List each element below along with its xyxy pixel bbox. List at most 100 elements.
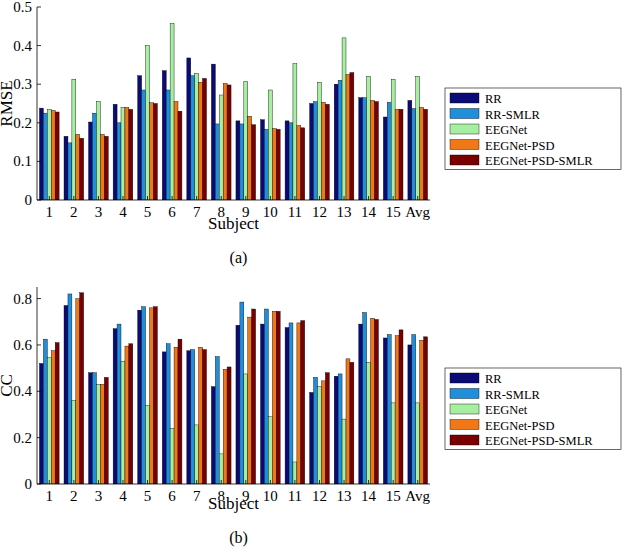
legend-label: EEGNet-PSD-SMLR bbox=[485, 434, 593, 448]
caption: (a) bbox=[230, 249, 248, 267]
y-axis bbox=[37, 287, 38, 484]
bar bbox=[93, 113, 97, 200]
bar bbox=[285, 328, 289, 484]
legend: RRRR-SMLREEGNetEEGNet-PSDEEGNet-PSD-SMLR bbox=[445, 88, 621, 170]
bar bbox=[195, 425, 199, 484]
bar bbox=[129, 344, 133, 484]
x-tick bbox=[270, 196, 271, 200]
bar bbox=[261, 324, 265, 484]
bars bbox=[39, 293, 427, 484]
bar bbox=[113, 329, 117, 484]
x-tick bbox=[122, 480, 123, 484]
x-tick-label: 2 bbox=[70, 204, 78, 220]
bar bbox=[367, 362, 371, 484]
bar bbox=[391, 79, 395, 200]
bar bbox=[199, 347, 203, 484]
legend-swatch bbox=[450, 373, 479, 383]
bar bbox=[178, 339, 182, 484]
bar bbox=[187, 351, 191, 484]
bar bbox=[174, 102, 178, 200]
bar bbox=[374, 102, 378, 200]
bar bbox=[387, 102, 391, 200]
bar bbox=[314, 377, 318, 484]
bar bbox=[416, 76, 420, 200]
y-axis bbox=[37, 7, 38, 200]
bar bbox=[129, 109, 133, 200]
x-tick-label: 4 bbox=[119, 204, 127, 220]
bar bbox=[408, 100, 412, 200]
x-tick bbox=[245, 480, 246, 484]
bar bbox=[43, 113, 47, 200]
x-tick bbox=[393, 196, 394, 200]
bar bbox=[138, 76, 142, 200]
bar bbox=[310, 104, 314, 201]
bar bbox=[68, 143, 72, 200]
y-tick bbox=[37, 391, 41, 392]
legend-swatch bbox=[450, 155, 479, 165]
bar bbox=[374, 319, 378, 484]
x-tick-label: 12 bbox=[312, 488, 327, 504]
y-tick bbox=[37, 437, 41, 438]
bar bbox=[350, 362, 354, 484]
bar bbox=[89, 122, 93, 200]
x-tick-label: 14 bbox=[361, 204, 377, 220]
bar bbox=[248, 317, 252, 484]
bar bbox=[162, 71, 166, 200]
x-tick-label: Avg bbox=[405, 204, 430, 220]
x-axis-label: Subject bbox=[208, 214, 259, 233]
bar bbox=[47, 358, 51, 484]
bar bbox=[104, 136, 108, 200]
y-tick-label: 0.5 bbox=[13, 0, 32, 15]
bar bbox=[219, 454, 223, 484]
x-tick-label: 1 bbox=[46, 204, 54, 220]
legend-label: RR bbox=[485, 92, 502, 106]
y-tick-label: 0.3 bbox=[13, 76, 32, 92]
x-tick-label: 7 bbox=[193, 488, 201, 504]
legend-swatch bbox=[450, 404, 479, 414]
bar bbox=[268, 90, 272, 200]
bar bbox=[203, 350, 207, 484]
x-tick-label: 7 bbox=[193, 204, 201, 220]
bar bbox=[314, 102, 318, 200]
bar bbox=[55, 112, 59, 200]
bar bbox=[342, 419, 346, 484]
x-tick-label: 14 bbox=[361, 488, 377, 504]
bar bbox=[80, 138, 84, 200]
x-tick bbox=[147, 480, 148, 484]
x-tick-label: 6 bbox=[168, 204, 176, 220]
bar bbox=[166, 90, 170, 200]
y-tick bbox=[37, 122, 41, 123]
legend-label: RR-SMLR bbox=[485, 388, 541, 402]
chart: 00.20.40.60.8123456789101112131415AvgSub… bbox=[0, 287, 621, 547]
bar bbox=[191, 350, 195, 484]
bar bbox=[325, 104, 329, 200]
bar bbox=[264, 129, 268, 200]
bar bbox=[138, 310, 142, 484]
y-axis-label: CC bbox=[0, 374, 16, 397]
legend-label: EEGNet-PSD bbox=[485, 419, 554, 433]
bar bbox=[142, 90, 146, 200]
bar bbox=[387, 335, 391, 484]
bar bbox=[395, 336, 399, 484]
bar bbox=[227, 367, 231, 484]
bar bbox=[310, 392, 314, 484]
x-tick-label: 11 bbox=[288, 488, 302, 504]
bar bbox=[359, 98, 363, 200]
bar bbox=[149, 103, 153, 200]
bar bbox=[121, 361, 125, 484]
x-tick bbox=[122, 196, 123, 200]
x-tick bbox=[294, 480, 295, 484]
x-tick bbox=[73, 480, 74, 484]
bar bbox=[252, 125, 256, 200]
legend-swatch bbox=[450, 389, 479, 399]
bar bbox=[51, 351, 55, 484]
x-tick-label: 2 bbox=[70, 488, 78, 504]
bar bbox=[318, 387, 322, 484]
bar bbox=[371, 100, 375, 200]
x-tick-label: 5 bbox=[144, 204, 152, 220]
legend-swatch bbox=[450, 124, 479, 134]
y-tick-label: 0.2 bbox=[13, 430, 32, 446]
x-tick bbox=[172, 196, 173, 200]
legend-label: RR-SMLR bbox=[485, 108, 541, 122]
bar bbox=[203, 78, 207, 200]
